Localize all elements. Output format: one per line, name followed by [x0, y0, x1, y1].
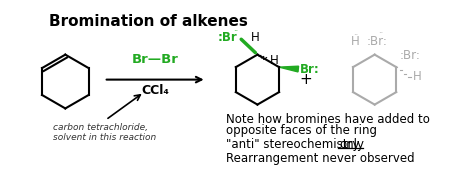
Text: Note how bromines have added to: Note how bromines have added to: [226, 113, 429, 126]
Text: :Br: :Br: [218, 31, 237, 44]
Text: "anti" stereochemistry: "anti" stereochemistry: [226, 138, 363, 151]
Text: opposite faces of the ring: opposite faces of the ring: [226, 124, 377, 137]
Text: ..: ..: [233, 25, 238, 33]
Text: :Br:: :Br:: [400, 49, 421, 62]
Text: carbon tetrachloride,
solvent in this reaction: carbon tetrachloride, solvent in this re…: [53, 123, 156, 142]
Text: Bromination of alkenes: Bromination of alkenes: [49, 14, 248, 29]
Text: +: +: [299, 72, 312, 87]
Text: Br—Br: Br—Br: [132, 53, 179, 66]
Text: ..: ..: [378, 26, 383, 35]
Text: CCl₄: CCl₄: [141, 84, 169, 97]
Text: ..: ..: [300, 58, 305, 67]
Text: H: H: [270, 54, 279, 67]
Text: H: H: [351, 35, 359, 48]
Text: only: only: [339, 138, 364, 151]
Text: H: H: [412, 70, 421, 83]
Text: H: H: [251, 31, 259, 44]
Polygon shape: [279, 66, 299, 72]
Text: Br:: Br:: [300, 63, 320, 76]
Text: :Br:: :Br:: [367, 35, 388, 48]
Text: ..: ..: [353, 28, 358, 37]
Text: Rearrangement never observed: Rearrangement never observed: [226, 152, 414, 165]
